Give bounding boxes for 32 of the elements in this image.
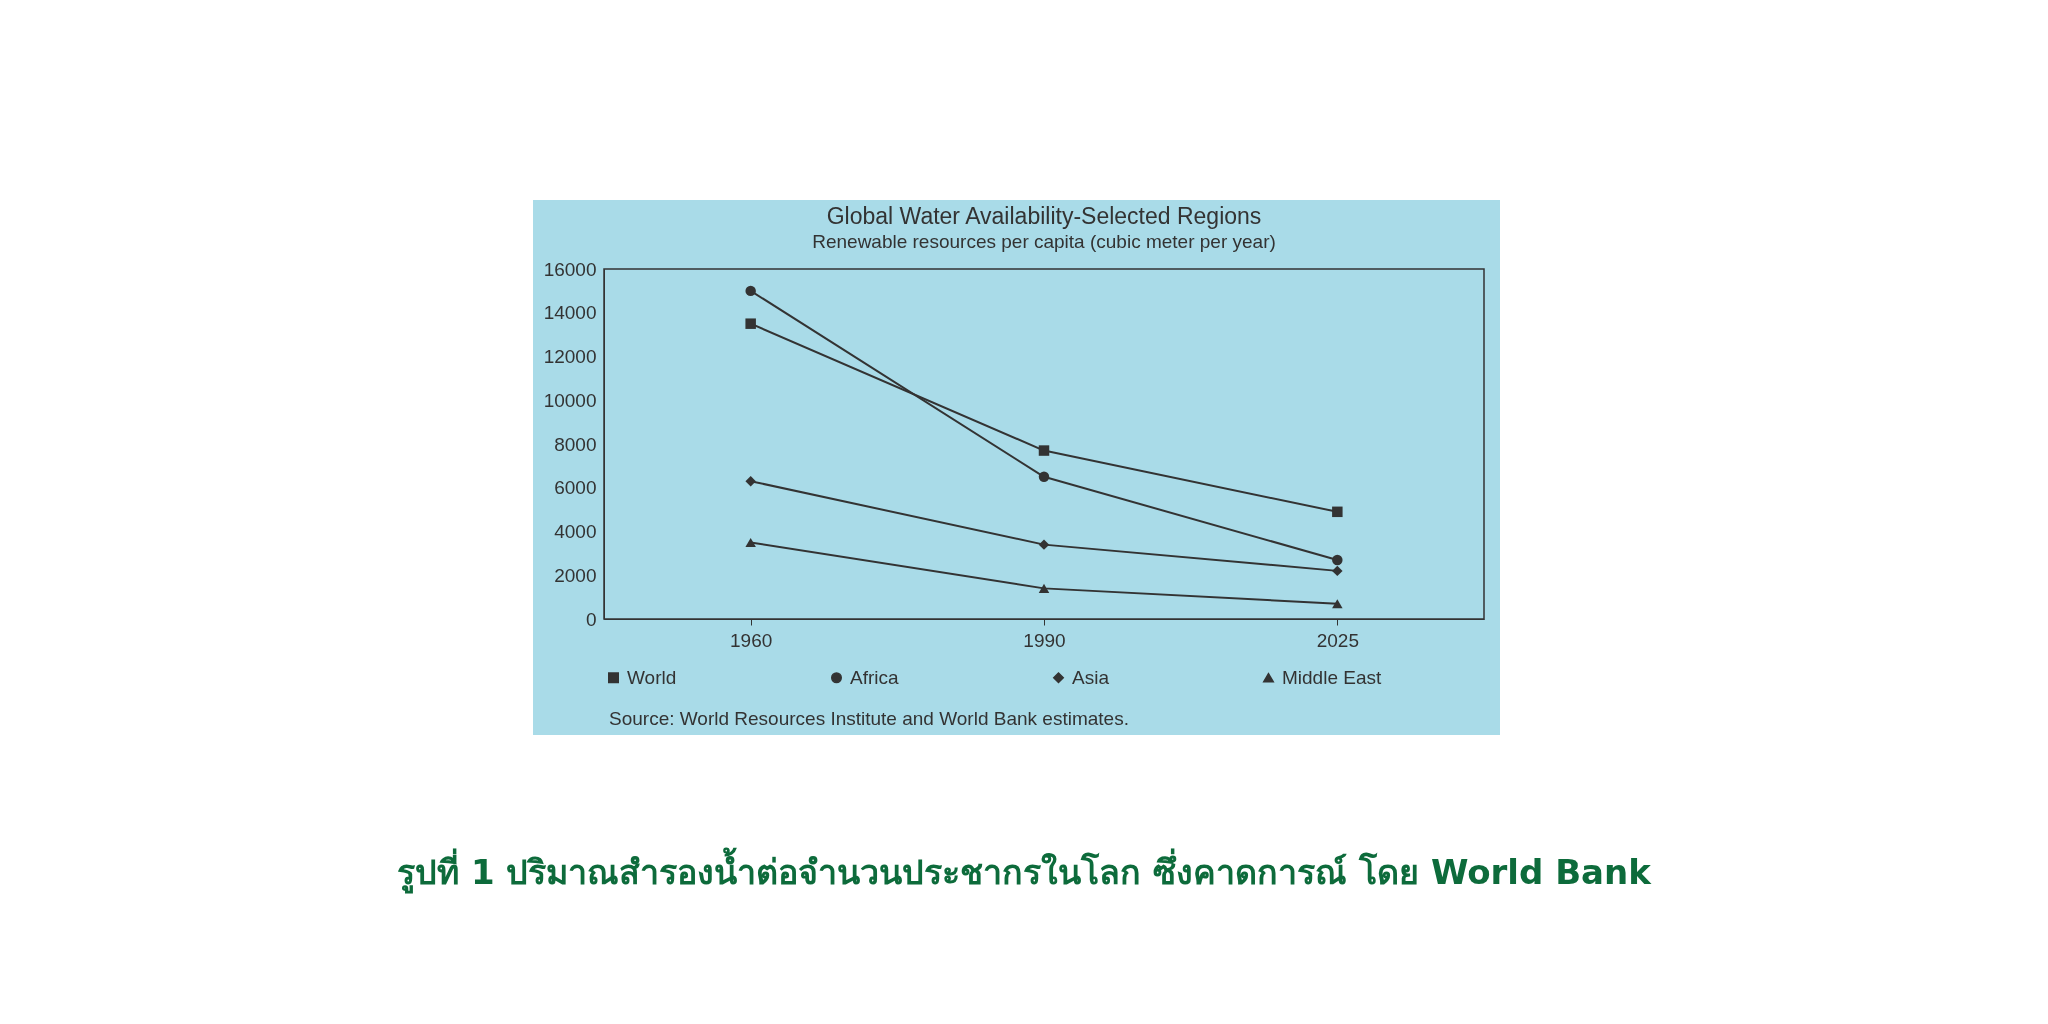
legend-label: Asia xyxy=(1072,666,1110,688)
point xyxy=(1038,471,1050,483)
point xyxy=(1038,583,1050,593)
y-tick-label: 0 xyxy=(585,608,597,630)
y-tick-label: 6000 xyxy=(554,477,597,499)
point xyxy=(1332,554,1343,566)
text: รูปที่ 1 ปริมาณสำรองน้ำต่อจำนวนประชากรในโลก ซึ่งคาดการณ์ โดย World Bank xyxy=(396,846,1652,896)
legend-label: World xyxy=(627,666,677,688)
source-note: Source: World Resources Institute and World Bank estimates. xyxy=(609,708,1129,730)
x-tick-label: 2025 xyxy=(1316,629,1359,651)
y-tick-label: 14000 xyxy=(543,302,597,324)
point xyxy=(1332,565,1343,577)
point xyxy=(745,475,756,487)
point xyxy=(1038,445,1050,456)
y-tick-label: 2000 xyxy=(554,564,597,586)
point xyxy=(745,318,756,329)
point xyxy=(1332,506,1343,518)
y-tick-label: 10000 xyxy=(543,389,597,411)
chart-subtitle: Renewable resources per capita (cubic meter per year) xyxy=(812,231,1276,252)
legend-label: Africa xyxy=(850,666,899,688)
point xyxy=(1038,539,1050,550)
point xyxy=(1332,599,1343,609)
y-tick-label: 4000 xyxy=(554,521,597,542)
y-tick-label: 16000 xyxy=(543,258,597,280)
x-tick-label: 1990 xyxy=(1023,629,1066,651)
point xyxy=(745,537,756,547)
chart-title: Global Water Availability-Selected Regions xyxy=(826,203,1262,229)
x-tick-label: 1960 xyxy=(730,629,773,651)
legend-label: Middle East xyxy=(1282,666,1382,688)
y-tick-label: 8000 xyxy=(554,433,597,455)
y-tick-label: 12000 xyxy=(543,346,597,367)
point xyxy=(745,285,756,297)
